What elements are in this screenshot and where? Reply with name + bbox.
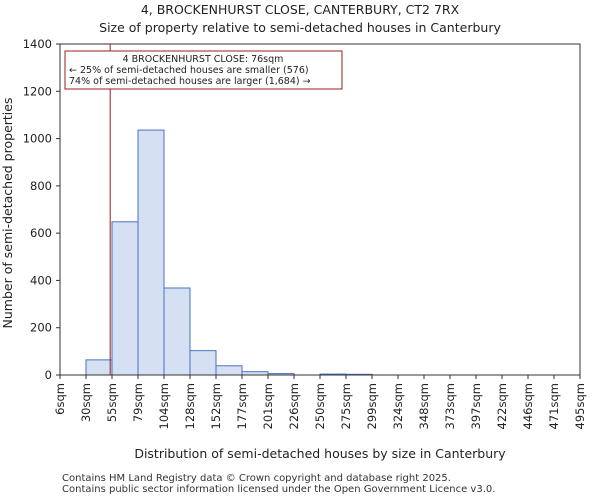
x-tick-label: 128sqm — [183, 383, 197, 429]
x-tick-label: 177sqm — [235, 383, 249, 429]
ticks-group: 0 200 400 600 800 1000 1200 1400 6sqm 30sqm 55sqm 7… — [23, 37, 587, 429]
annotation-line-1: 4 BROCKENHURST CLOSE: 76sqm — [123, 54, 284, 65]
bar-152sqm — [215, 365, 243, 376]
x-tick-label: 30sqm — [79, 383, 93, 422]
x-tick-label: 299sqm — [365, 383, 379, 429]
bar-79sqm — [137, 129, 165, 376]
footer-line-1: Contains HM Land Registry data © Crown c… — [62, 473, 451, 484]
x-tick-label: 275sqm — [339, 383, 353, 429]
y-tick-label: 1000 — [23, 132, 52, 146]
x-tick-label: 422sqm — [495, 383, 509, 429]
x-tick-label: 79sqm — [131, 383, 145, 422]
x-tick-label: 348sqm — [417, 383, 431, 429]
y-tick-label: 600 — [30, 226, 52, 240]
annotation-line-3: 74% of semi-detached houses are larger (… — [69, 76, 311, 87]
bar-104sqm — [163, 287, 191, 376]
bars-group — [85, 129, 373, 376]
x-tick-label: 397sqm — [469, 383, 483, 429]
y-tick-label: 1200 — [23, 84, 52, 98]
x-tick-label: 6sqm — [53, 383, 67, 415]
y-tick-label: 400 — [30, 273, 52, 287]
chart-title: 4, BROCKENHURST CLOSE, CANTERBURY, CT2 7… — [140, 2, 460, 17]
x-tick-label: 373sqm — [443, 383, 457, 429]
x-tick-label: 324sqm — [391, 383, 405, 429]
x-tick-label: 471sqm — [547, 383, 561, 429]
y-tick-label: 800 — [30, 179, 52, 193]
chart-subtitle: Size of property relative to semi-detach… — [99, 20, 501, 35]
footer-line-2: Contains public sector information licen… — [62, 484, 496, 495]
y-axis-label: Number of semi-detached properties — [0, 98, 15, 329]
x-axis-label: Distribution of semi-detached houses by … — [134, 446, 506, 461]
y-tick-label: 1400 — [23, 37, 52, 51]
x-tick-label: 55sqm — [105, 383, 119, 422]
x-tick-label: 250sqm — [313, 383, 327, 429]
bar-128sqm — [189, 350, 217, 376]
x-tick-label: 201sqm — [261, 383, 275, 429]
bar-55sqm — [111, 221, 139, 376]
x-tick-label: 152sqm — [209, 383, 223, 429]
annotation-box: 4 BROCKENHURST CLOSE: 76sqm ← 25% of sem… — [64, 50, 343, 90]
x-tick-label: 446sqm — [521, 383, 535, 429]
x-tick-label: 226sqm — [287, 383, 301, 429]
y-tick-label: 200 — [30, 321, 52, 335]
x-tick-label: 104sqm — [157, 383, 171, 429]
annotation-line-2: ← 25% of semi-detached houses are smalle… — [69, 65, 309, 76]
y-tick-label: 0 — [45, 368, 52, 382]
x-tick-label: 495sqm — [573, 383, 587, 429]
bar-30sqm — [85, 359, 113, 376]
